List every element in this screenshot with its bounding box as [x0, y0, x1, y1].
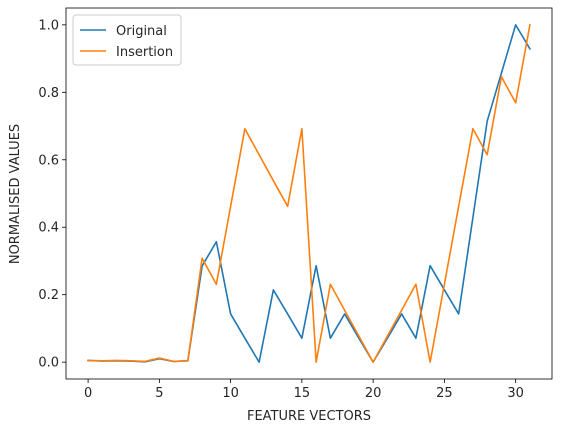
series-layer [87, 23, 532, 363]
legend-box [72, 14, 182, 66]
series-line-insertion [87, 23, 531, 363]
plot-area [66, 8, 552, 379]
x-tick-label: 5 [155, 386, 163, 401]
legend: Original Insertion [72, 14, 182, 66]
x-tick-label: 20 [365, 386, 382, 401]
y-tick-label: 0.0 [38, 356, 59, 371]
y-tick-label: 0.6 [38, 153, 59, 168]
x-axis-label: FEATURE VECTORS [247, 409, 371, 424]
x-axis-ticks: 0 5 10 15 20 25 30 [84, 379, 524, 401]
y-tick-label: 1.0 [38, 18, 59, 33]
x-tick-label: 15 [294, 386, 311, 401]
y-tick-label: 0.8 [38, 86, 59, 101]
x-tick-label: 0 [84, 386, 92, 401]
legend-label-original: Original [116, 24, 167, 39]
x-tick-label: 10 [222, 386, 239, 401]
y-tick-label: 0.2 [38, 288, 59, 303]
x-tick-label: 30 [507, 386, 524, 401]
x-tick-label: 25 [436, 386, 453, 401]
plot-frame [65, 7, 553, 380]
y-tick-label: 0.4 [38, 221, 59, 236]
y-axis-ticks: 0.0 0.2 0.4 0.6 0.8 1.0 [38, 18, 66, 371]
y-axis-label: NORMALISED VALUES [8, 124, 23, 264]
legend-label-insertion: Insertion [116, 45, 173, 60]
